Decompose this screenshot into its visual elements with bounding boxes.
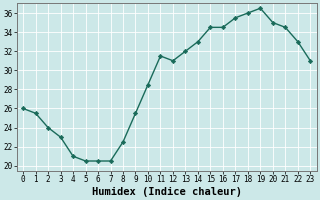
X-axis label: Humidex (Indice chaleur): Humidex (Indice chaleur) [92, 186, 242, 197]
